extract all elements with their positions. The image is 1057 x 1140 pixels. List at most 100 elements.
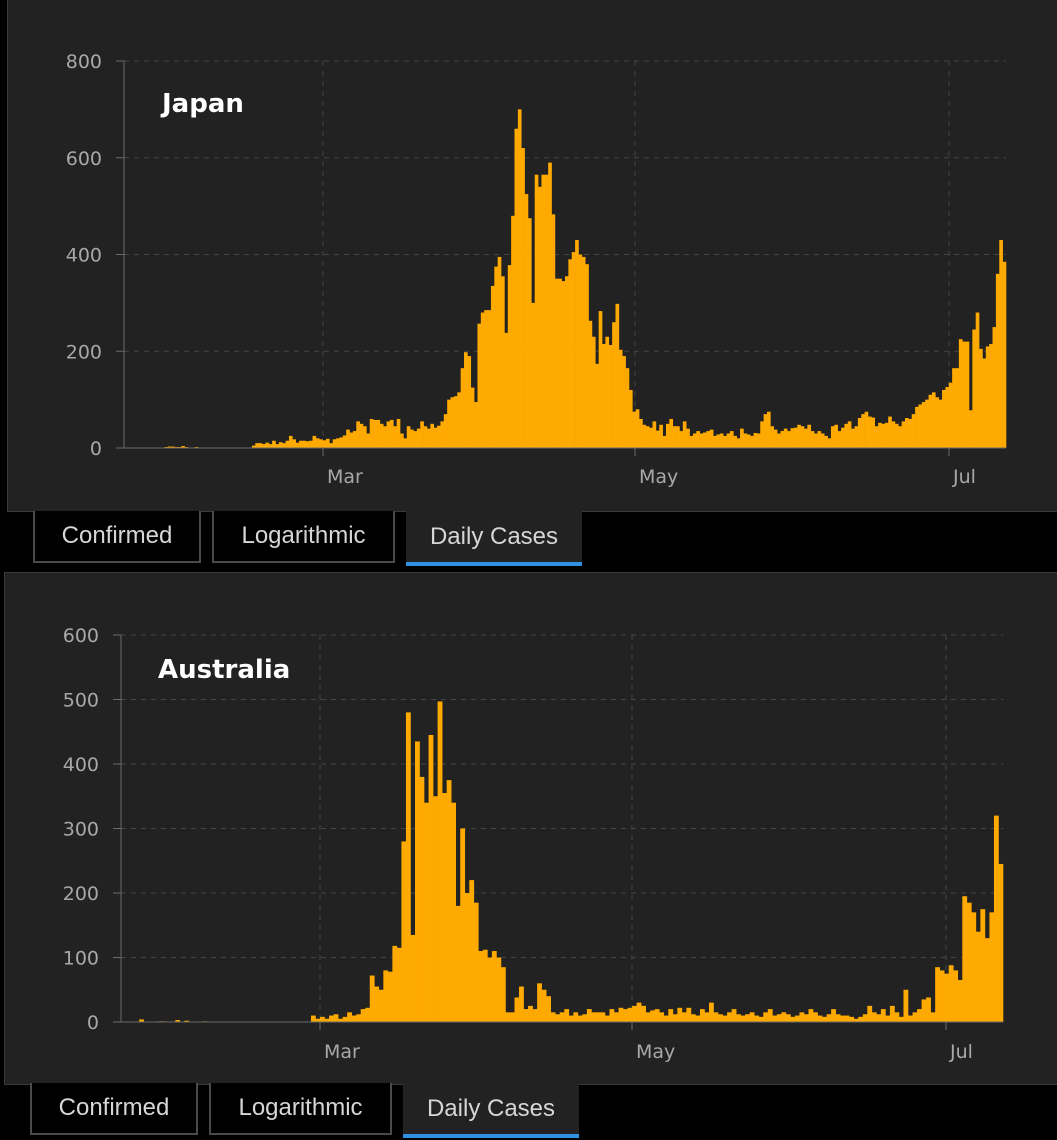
bar	[373, 419, 377, 448]
bar	[428, 734, 434, 1022]
bar	[780, 431, 785, 448]
bar	[654, 1009, 660, 1022]
tab-confirmed[interactable]: Confirmed	[30, 1083, 198, 1135]
bar	[871, 417, 876, 448]
bar	[573, 1012, 579, 1022]
bar	[258, 443, 263, 448]
bar	[420, 421, 424, 448]
bar	[807, 424, 812, 448]
bar	[989, 343, 993, 448]
bar	[649, 427, 653, 448]
bar	[827, 438, 832, 448]
bar	[1002, 261, 1007, 448]
bar	[672, 426, 677, 448]
x-tick-label: Jul	[952, 466, 976, 488]
bar	[921, 999, 927, 1022]
tab-logarithmic[interactable]: Logarithmic	[212, 511, 395, 563]
bar	[628, 389, 633, 448]
bar	[548, 162, 552, 448]
bar	[952, 368, 956, 448]
bar	[740, 1015, 746, 1022]
bar	[831, 1009, 836, 1022]
bar	[743, 433, 748, 448]
bar	[538, 186, 542, 448]
bar	[903, 989, 909, 1022]
bar	[369, 975, 375, 1022]
bar	[591, 1012, 597, 1022]
bar	[396, 418, 401, 448]
bar	[478, 951, 484, 1022]
bar	[931, 392, 936, 448]
bar	[255, 443, 259, 448]
bar	[514, 128, 519, 448]
bar	[641, 1005, 646, 1022]
bar	[356, 421, 360, 448]
bar	[312, 435, 317, 448]
bar	[477, 323, 482, 448]
bar	[979, 348, 983, 448]
bar	[726, 433, 731, 448]
bar	[635, 409, 640, 448]
bar	[918, 404, 923, 448]
bar	[926, 997, 931, 1022]
bar	[184, 1020, 190, 1022]
tab-daily-cases[interactable]: Daily Cases	[406, 511, 582, 566]
bar	[813, 1012, 818, 1022]
bar	[484, 310, 488, 448]
bar	[874, 426, 879, 448]
bar	[894, 1012, 900, 1022]
bar	[413, 431, 418, 448]
bar	[494, 266, 498, 448]
bar	[727, 1012, 732, 1022]
bar	[460, 828, 466, 1022]
bar	[912, 1012, 918, 1022]
bar	[342, 1016, 348, 1022]
tab-logarithmic[interactable]: Logarithmic	[209, 1083, 392, 1135]
bar	[315, 1018, 321, 1022]
bar	[891, 421, 896, 448]
bar	[876, 1014, 882, 1022]
bar	[889, 1005, 895, 1022]
tab-confirmed[interactable]: Confirmed	[33, 511, 201, 563]
bar	[695, 1015, 701, 1022]
bar	[908, 1015, 913, 1022]
bar	[632, 1005, 637, 1022]
bar	[338, 1018, 343, 1022]
tab-daily-cases[interactable]: Daily Cases	[403, 1083, 579, 1138]
bar	[817, 431, 822, 448]
bar	[686, 1007, 692, 1022]
bar	[627, 1007, 633, 1022]
bar	[505, 1012, 511, 1022]
bar	[719, 433, 724, 448]
bar	[383, 426, 387, 448]
bar	[598, 311, 603, 448]
bar	[692, 433, 697, 448]
bar	[814, 433, 818, 448]
bar	[405, 712, 411, 1022]
bar	[935, 967, 940, 1022]
bar	[736, 1014, 741, 1022]
bar	[322, 440, 327, 448]
bar	[333, 1014, 339, 1022]
bar	[424, 802, 429, 1022]
bar	[378, 989, 384, 1022]
bar	[655, 430, 660, 448]
bar	[740, 428, 744, 448]
bar	[365, 1007, 371, 1022]
y-tick-label: 200	[63, 883, 99, 905]
bar	[480, 312, 485, 448]
bar	[998, 863, 1004, 1022]
bar	[577, 1015, 583, 1022]
bar	[800, 426, 805, 448]
bar	[944, 973, 950, 1022]
bar	[608, 344, 613, 448]
y-tick-label: 800	[66, 51, 102, 73]
bar	[745, 1014, 751, 1022]
bar	[718, 1014, 723, 1022]
bar	[374, 986, 380, 1022]
bar	[669, 418, 674, 448]
bar	[582, 1014, 588, 1022]
bar	[349, 432, 354, 448]
bar	[663, 1015, 669, 1022]
bar	[400, 433, 404, 448]
